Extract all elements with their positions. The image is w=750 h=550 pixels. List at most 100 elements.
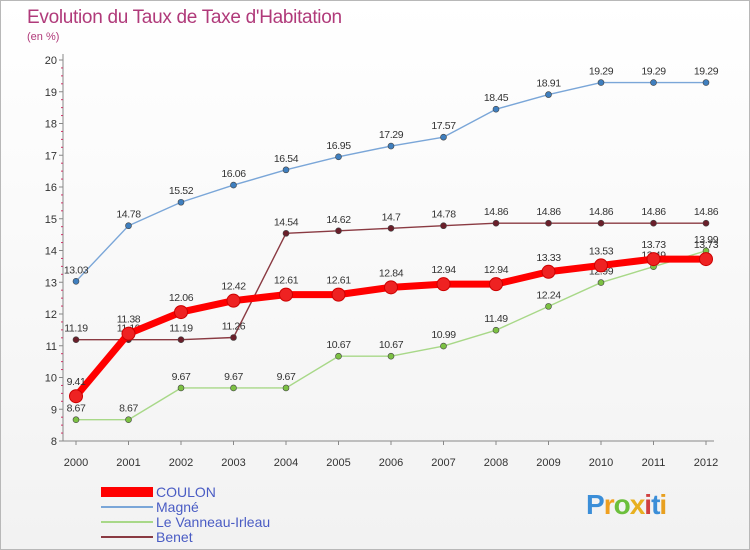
data-point-le-vanneau-irleau	[335, 352, 342, 360]
data-point-benet	[702, 219, 710, 227]
legend-label: COULON	[156, 484, 216, 500]
logo-letter: i	[644, 489, 652, 520]
x-tick-label: 2003	[221, 457, 245, 469]
data-label-le-vanneau-irleau: 10.67	[379, 339, 404, 351]
logo-letter: t	[651, 489, 660, 520]
y-tick-label: 16	[45, 182, 57, 194]
data-point-coulon	[121, 326, 136, 341]
x-tick-label: 2002	[169, 457, 193, 469]
data-label-coulon: 13.33	[536, 252, 561, 264]
data-label-benet: 11.19	[64, 323, 88, 335]
data-label-magn-: 19.29	[694, 66, 719, 78]
data-label-benet: 14.86	[641, 206, 666, 218]
data-label-magn-: 18.91	[536, 78, 561, 90]
legend-swatch	[101, 536, 153, 538]
data-point-le-vanneau-irleau	[125, 416, 132, 424]
x-tick-label: 2004	[274, 457, 298, 469]
x-tick-label: 2008	[484, 457, 508, 469]
data-point-magn-	[335, 153, 342, 161]
data-label-le-vanneau-irleau: 11.49	[484, 313, 508, 325]
data-label-magn-: 19.29	[589, 66, 614, 78]
legend-swatch	[101, 487, 153, 497]
data-label-magn-: 19.29	[641, 66, 666, 78]
legend-swatch	[101, 521, 153, 523]
legend-label: Benet	[156, 529, 193, 545]
data-label-le-vanneau-irleau: 10.99	[431, 329, 456, 341]
data-label-magn-: 14.78	[116, 209, 141, 221]
data-label-magn-: 18.45	[484, 92, 509, 104]
data-label-magn-: 16.06	[221, 168, 246, 180]
x-tick-label: 2005	[326, 457, 350, 469]
y-tick-label: 17	[45, 150, 57, 162]
data-label-le-vanneau-irleau: 9.67	[172, 371, 191, 383]
data-label-le-vanneau-irleau: 8.67	[67, 403, 86, 415]
data-label-benet: 11.19	[169, 323, 193, 335]
data-point-benet	[597, 219, 605, 227]
data-point-magn-	[72, 277, 80, 285]
data-label-le-vanneau-irleau: 9.67	[277, 371, 296, 383]
data-label-benet: 14.54	[274, 216, 299, 228]
data-point-benet	[387, 224, 395, 232]
data-point-magn-	[702, 79, 710, 86]
data-label-benet: 14.62	[326, 214, 351, 226]
data-label-coulon: 11.38	[117, 314, 141, 326]
data-label-coulon: 12.06	[169, 292, 194, 304]
data-label-coulon: 12.84	[379, 267, 404, 279]
data-point-magn-	[125, 222, 132, 230]
data-point-coulon	[646, 252, 661, 267]
data-label-coulon: 12.94	[484, 264, 509, 276]
data-label-benet: 14.86	[694, 206, 719, 218]
legend-label: Le Vanneau-Irleau	[156, 514, 271, 530]
data-point-le-vanneau-irleau	[230, 384, 237, 392]
logo-letter: o	[613, 489, 631, 520]
x-tick-label: 2010	[589, 457, 613, 469]
data-label-le-vanneau-irleau: 10.67	[326, 339, 351, 351]
data-point-benet	[177, 336, 185, 344]
data-point-magn-	[177, 198, 185, 206]
data-label-magn-: 16.54	[274, 153, 299, 165]
data-point-magn-	[492, 105, 500, 113]
data-label-coulon: 12.94	[431, 264, 456, 276]
data-label-coulon: 9.41	[67, 376, 86, 388]
data-point-magn-	[650, 79, 657, 86]
data-point-benet	[545, 219, 552, 227]
data-point-benet	[72, 336, 80, 344]
proxiti-logo: Proxiti	[586, 489, 667, 521]
data-label-coulon: 13.53	[589, 245, 614, 257]
logo-letter: r	[603, 489, 615, 520]
data-point-le-vanneau-irleau	[597, 279, 605, 286]
x-tick-label: 2006	[379, 457, 403, 469]
data-point-benet	[440, 222, 447, 230]
x-tick-label: 2009	[536, 457, 560, 469]
data-label-coulon: 13.73	[694, 239, 719, 251]
data-label-benet: 14.86	[536, 206, 561, 218]
y-tick-label: 10	[45, 373, 57, 385]
data-label-benet: 14.86	[484, 206, 509, 218]
data-point-le-vanneau-irleau	[387, 352, 395, 360]
data-point-coulon	[436, 277, 451, 292]
data-point-benet	[335, 227, 342, 235]
data-point-coulon	[69, 389, 83, 404]
data-point-coulon	[226, 293, 241, 308]
data-point-coulon	[384, 280, 398, 295]
data-point-magn-	[545, 91, 552, 98]
data-label-benet: 14.7	[382, 211, 401, 223]
data-point-le-vanneau-irleau	[72, 416, 80, 424]
data-point-coulon	[279, 287, 293, 302]
x-tick-label: 2012	[694, 457, 718, 469]
logo-letter: P	[586, 489, 605, 520]
x-tick-label: 2001	[116, 457, 140, 469]
x-tick-label: 2007	[431, 457, 455, 469]
data-point-magn-	[440, 133, 447, 141]
data-point-magn-	[387, 142, 395, 150]
data-label-magn-: 15.52	[169, 185, 194, 197]
data-point-benet	[282, 230, 290, 237]
y-tick-label: 15	[45, 214, 57, 226]
chart-unit-label: (en %)	[27, 31, 60, 43]
data-point-coulon	[594, 258, 608, 273]
data-point-benet	[650, 219, 657, 227]
data-point-magn-	[230, 181, 237, 189]
data-point-magn-	[282, 166, 290, 174]
data-label-magn-: 13.03	[64, 264, 89, 276]
